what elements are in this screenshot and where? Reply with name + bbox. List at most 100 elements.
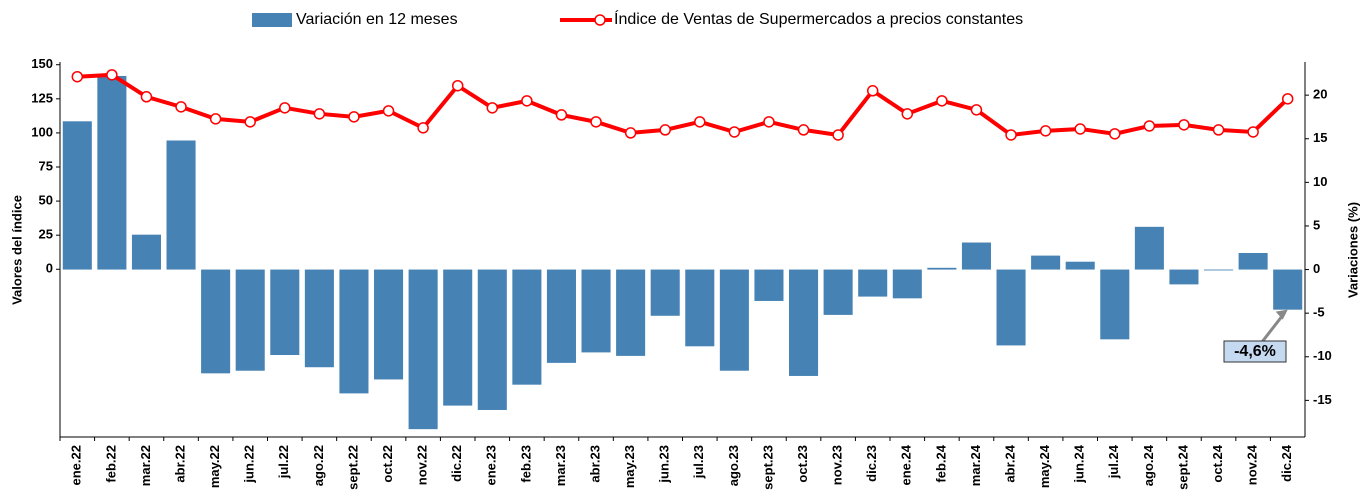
marker <box>313 108 326 120</box>
x-tick-label: feb.22 <box>103 445 118 483</box>
x-tick-label: nov.24 <box>1245 444 1260 485</box>
bar <box>270 269 300 356</box>
marker <box>521 95 533 107</box>
marker <box>1143 120 1156 132</box>
marker <box>728 126 741 138</box>
x-tick-label: mar.22 <box>138 445 153 486</box>
x-tick-label: dic.22 <box>449 445 464 482</box>
bar <box>789 269 819 376</box>
marker <box>694 116 706 128</box>
x-tick-label: oct.23 <box>795 445 810 483</box>
bar <box>927 267 957 270</box>
x-tick-label: dic.24 <box>1279 444 1294 482</box>
bar <box>235 269 265 371</box>
bar <box>546 269 576 363</box>
y-tick-label: 150 <box>31 56 53 71</box>
marker <box>1109 128 1121 140</box>
x-tick-label: may.23 <box>622 445 637 488</box>
x-tick-label: dic.23 <box>864 445 879 482</box>
marker <box>417 122 429 134</box>
marker <box>555 109 568 121</box>
bar <box>823 269 853 315</box>
legend-marker <box>594 14 606 26</box>
bar <box>961 242 991 270</box>
bar <box>443 269 473 406</box>
marker <box>209 113 222 125</box>
line <box>77 72 1290 138</box>
x-tick-label: mar.23 <box>553 445 568 486</box>
marker <box>624 127 637 139</box>
marker <box>763 116 775 128</box>
marker <box>797 124 810 136</box>
bar <box>1100 269 1130 340</box>
bar <box>512 269 542 385</box>
x-tick-label: nov.23 <box>830 445 845 485</box>
bar <box>374 269 404 380</box>
x-tick-label: ene.22 <box>69 445 84 485</box>
bar <box>304 269 334 368</box>
bar <box>97 75 127 270</box>
y-tick-label: 25 <box>39 227 53 242</box>
annotation-box <box>1223 340 1287 363</box>
y2-tick-label: -10 <box>1313 348 1332 363</box>
bar <box>650 269 680 316</box>
marker <box>970 104 983 116</box>
x-tick-label: ene.23 <box>484 445 499 485</box>
marker <box>382 105 395 117</box>
bar <box>1273 269 1303 310</box>
y-tick-label: 50 <box>39 193 53 208</box>
y2-tick-label: -5 <box>1313 305 1325 320</box>
bar <box>339 269 369 394</box>
y2-tick-label: 10 <box>1313 174 1327 189</box>
x-tick-label: sept.22 <box>345 445 360 490</box>
bar <box>892 269 922 299</box>
y-axis-title: Valores del índice <box>9 195 24 305</box>
annotation-arrowhead <box>1275 309 1288 320</box>
bar <box>1065 261 1095 270</box>
marker <box>106 69 118 81</box>
annotation: -4,6% <box>1234 343 1276 360</box>
x-tick-label: ene.24 <box>899 444 914 485</box>
bar <box>1238 252 1268 270</box>
marker <box>348 111 360 123</box>
bar <box>131 234 161 270</box>
marker <box>279 102 291 114</box>
bar <box>581 269 611 353</box>
x-tick-label: abr.23 <box>587 445 602 483</box>
bar <box>1134 226 1164 270</box>
x-tick-label: ago.22 <box>311 445 326 486</box>
y-tick-label: 125 <box>31 90 53 105</box>
x-tick-label: jun.22 <box>242 445 257 484</box>
bar <box>719 269 749 371</box>
marker <box>71 70 84 83</box>
bar <box>1204 269 1234 271</box>
x-tick-label: jul.22 <box>276 445 291 479</box>
x-tick-label: sept.24 <box>1175 444 1190 490</box>
marker <box>590 116 602 128</box>
y2-tick-label: 5 <box>1313 217 1320 232</box>
x-tick-label: jul.24 <box>1106 444 1121 479</box>
x-tick-label: jun.24 <box>1072 444 1087 483</box>
marker <box>140 91 153 103</box>
bar <box>685 269 715 347</box>
bar <box>996 269 1026 346</box>
bar <box>858 269 888 297</box>
x-tick-label: feb.24 <box>933 444 948 482</box>
marker <box>1178 119 1190 131</box>
legend-label: Variación en 12 meses <box>296 11 458 28</box>
marker <box>1247 126 1259 138</box>
x-tick-label: abr.22 <box>172 445 187 483</box>
x-tick-label: jun.23 <box>657 445 672 484</box>
marker <box>486 102 499 114</box>
marker <box>832 129 844 141</box>
x-tick-label: feb.23 <box>518 445 533 483</box>
marker <box>1039 125 1052 137</box>
marker <box>451 79 464 92</box>
y-tick-label: 100 <box>31 124 53 139</box>
bar <box>616 269 646 356</box>
bar <box>477 269 507 410</box>
y2-tick-label: -15 <box>1313 392 1332 407</box>
bar <box>408 269 438 430</box>
bar <box>201 269 231 374</box>
